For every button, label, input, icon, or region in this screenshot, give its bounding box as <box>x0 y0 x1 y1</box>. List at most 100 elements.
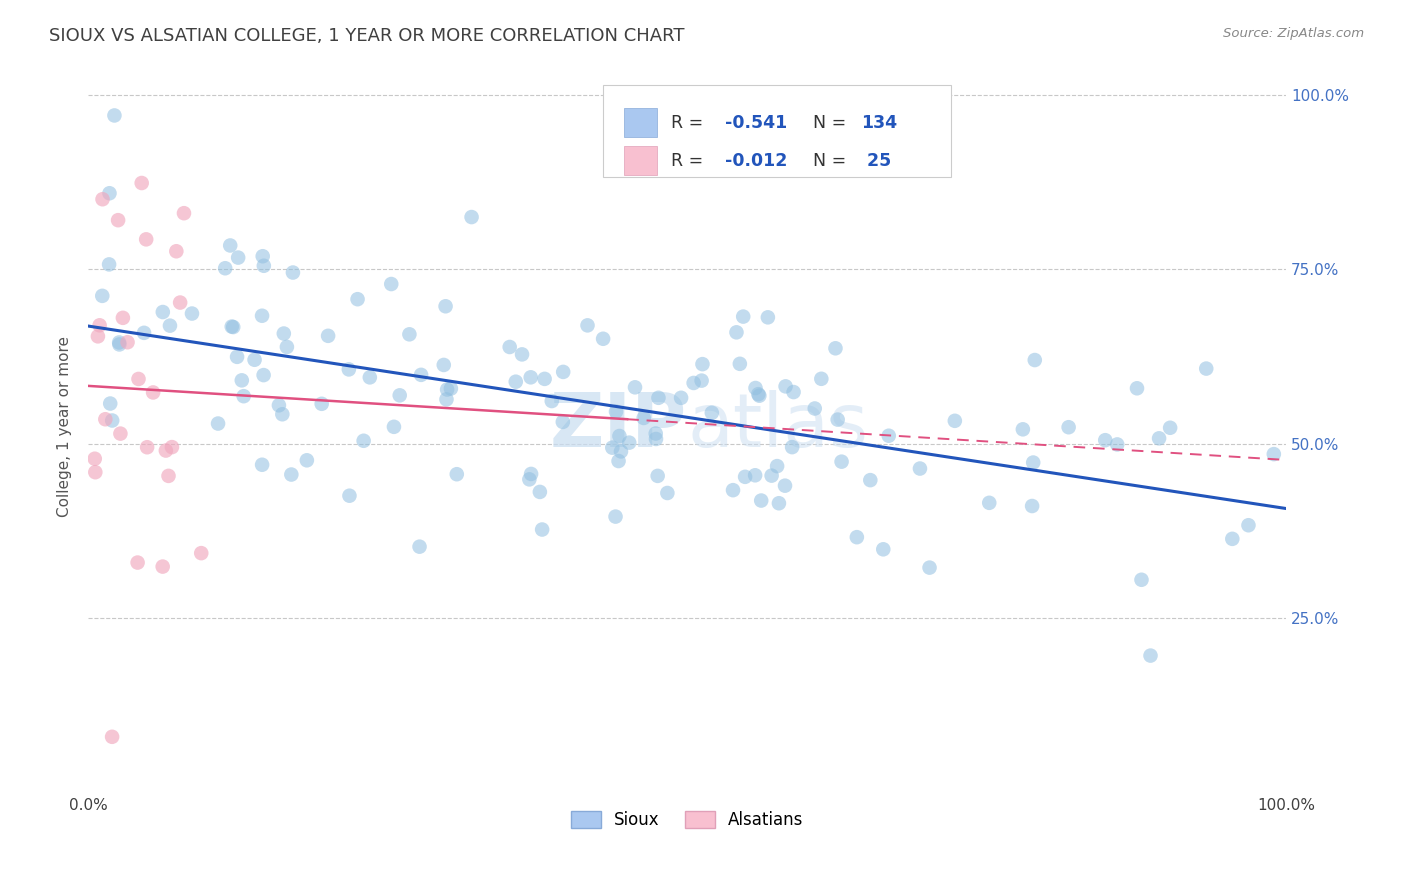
Point <box>226 350 249 364</box>
Point <box>250 458 273 472</box>
Text: SIOUX VS ALSATIAN COLLEGE, 1 YEAR OR MORE CORRELATION CHART: SIOUX VS ALSATIAN COLLEGE, 1 YEAR OR MOR… <box>49 27 685 45</box>
FancyBboxPatch shape <box>603 86 950 177</box>
Point <box>768 496 790 510</box>
Point <box>94 412 117 426</box>
Point <box>87 329 110 343</box>
Point <box>845 530 868 544</box>
Point <box>408 540 430 554</box>
Text: -0.012: -0.012 <box>725 152 787 169</box>
Point <box>756 310 779 325</box>
Point <box>108 335 131 350</box>
Point <box>346 292 368 306</box>
Point <box>380 277 402 291</box>
Point <box>529 484 551 499</box>
Point <box>98 257 121 271</box>
Point <box>645 432 668 446</box>
Point <box>207 417 229 431</box>
Point <box>111 310 134 325</box>
Point <box>619 435 641 450</box>
FancyBboxPatch shape <box>624 108 657 137</box>
Text: R =: R = <box>672 152 709 169</box>
Point <box>436 392 458 407</box>
Point <box>605 509 627 524</box>
Point <box>551 415 574 429</box>
Point <box>281 266 304 280</box>
Point <box>1195 361 1218 376</box>
FancyBboxPatch shape <box>624 146 657 175</box>
Text: ZIP: ZIP <box>550 390 688 463</box>
Point <box>610 444 633 458</box>
Point <box>728 357 751 371</box>
Point <box>243 352 266 367</box>
Point <box>91 289 114 303</box>
Text: R =: R = <box>672 113 709 132</box>
Point <box>440 382 463 396</box>
Point <box>647 469 669 483</box>
Point <box>169 295 191 310</box>
Point <box>252 368 274 383</box>
Point <box>91 192 114 206</box>
Point <box>1139 648 1161 663</box>
Point <box>89 318 111 333</box>
Point <box>160 440 183 454</box>
Point <box>505 375 527 389</box>
Point <box>773 478 796 492</box>
Point <box>271 407 294 421</box>
Point <box>1237 518 1260 533</box>
Point <box>1024 353 1046 368</box>
Point <box>540 394 562 409</box>
Point <box>943 414 966 428</box>
Point <box>721 483 744 498</box>
Point <box>1011 422 1033 436</box>
Point <box>252 249 274 263</box>
Point <box>1107 437 1129 451</box>
Point <box>359 370 381 384</box>
Point <box>690 374 713 388</box>
Point <box>605 404 627 418</box>
Y-axis label: College, 1 year or more: College, 1 year or more <box>58 335 72 516</box>
Point <box>600 441 623 455</box>
Point <box>226 251 249 265</box>
Point <box>446 467 468 482</box>
Point <box>810 372 832 386</box>
Point <box>295 453 318 467</box>
Point <box>434 299 457 313</box>
Point <box>827 412 849 426</box>
Point <box>107 213 129 227</box>
Point <box>108 337 131 351</box>
Point <box>433 358 456 372</box>
Point <box>267 398 290 412</box>
Point <box>747 387 769 401</box>
Text: N =: N = <box>813 152 852 169</box>
Point <box>219 238 242 252</box>
Point <box>761 468 783 483</box>
Text: 25: 25 <box>860 152 891 169</box>
Point <box>744 381 766 395</box>
Point <box>222 320 245 334</box>
Point <box>775 379 797 393</box>
Point <box>1147 431 1170 445</box>
Legend: Sioux, Alsatians: Sioux, Alsatians <box>564 804 810 836</box>
Point <box>221 319 243 334</box>
Point <box>388 388 411 402</box>
Point <box>748 389 770 403</box>
Point <box>157 468 180 483</box>
Point <box>531 523 554 537</box>
Point <box>436 383 458 397</box>
Point <box>824 341 846 355</box>
Point <box>872 542 894 557</box>
Point <box>576 318 599 333</box>
Point <box>231 373 253 387</box>
Point <box>766 459 789 474</box>
Point <box>1130 573 1153 587</box>
Point <box>908 461 931 475</box>
Point <box>83 451 105 466</box>
Point <box>749 493 772 508</box>
Point <box>1094 433 1116 447</box>
Point <box>733 310 755 324</box>
Text: Source: ZipAtlas.com: Source: ZipAtlas.com <box>1223 27 1364 40</box>
Point <box>253 259 276 273</box>
Point <box>131 176 153 190</box>
Point <box>152 559 174 574</box>
Point <box>725 326 748 340</box>
